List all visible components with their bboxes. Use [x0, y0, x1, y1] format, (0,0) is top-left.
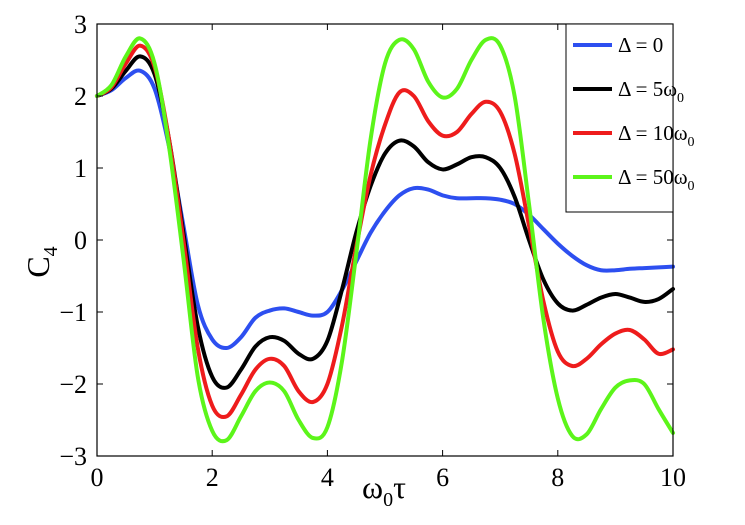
y-tick-label: 1 — [74, 154, 87, 183]
legend-box — [565, 23, 674, 213]
legend-label-3: Δ = 50ω0 — [618, 165, 695, 194]
y-tick-label: −2 — [59, 370, 87, 399]
series-line-0 — [95, 68, 675, 351]
legend-label-0: Δ = 0 — [618, 33, 663, 57]
x-tick-label: 2 — [206, 463, 219, 492]
x-axis-label: ω0τ — [362, 469, 406, 511]
x-tick-label: 4 — [321, 463, 334, 492]
y-axis-label-subscript: 4 — [40, 246, 62, 256]
y-tick-label: 3 — [74, 10, 87, 39]
x-axis-label-subscript: 0 — [383, 489, 393, 511]
legend: Δ = 0 Δ = 5ω0 Δ = 10ω0 Δ = 50ω0 — [565, 23, 695, 213]
y-tick-label: 0 — [74, 226, 87, 255]
legend-label-2: Δ = 10ω0 — [618, 121, 695, 150]
y-tick-label: 2 — [74, 82, 87, 111]
x-tick-label: 8 — [551, 463, 564, 492]
x-tick-label: 0 — [91, 463, 104, 492]
y-tick-label: −3 — [59, 442, 87, 471]
plot-lines — [95, 36, 675, 444]
x-ticks: 0 2 4 6 8 10 — [91, 24, 686, 492]
series-line-3 — [95, 36, 675, 444]
y-axis-label: C4 — [20, 246, 62, 277]
y-tick-label: −1 — [59, 298, 87, 327]
series-line-2 — [95, 43, 675, 420]
legend-label-1: Δ = 5ω0 — [618, 77, 684, 106]
x-tick-label: 6 — [436, 463, 449, 492]
y-ticks: −3 −2 −1 0 1 2 3 — [59, 10, 673, 471]
x-tick-label: 10 — [660, 463, 686, 492]
